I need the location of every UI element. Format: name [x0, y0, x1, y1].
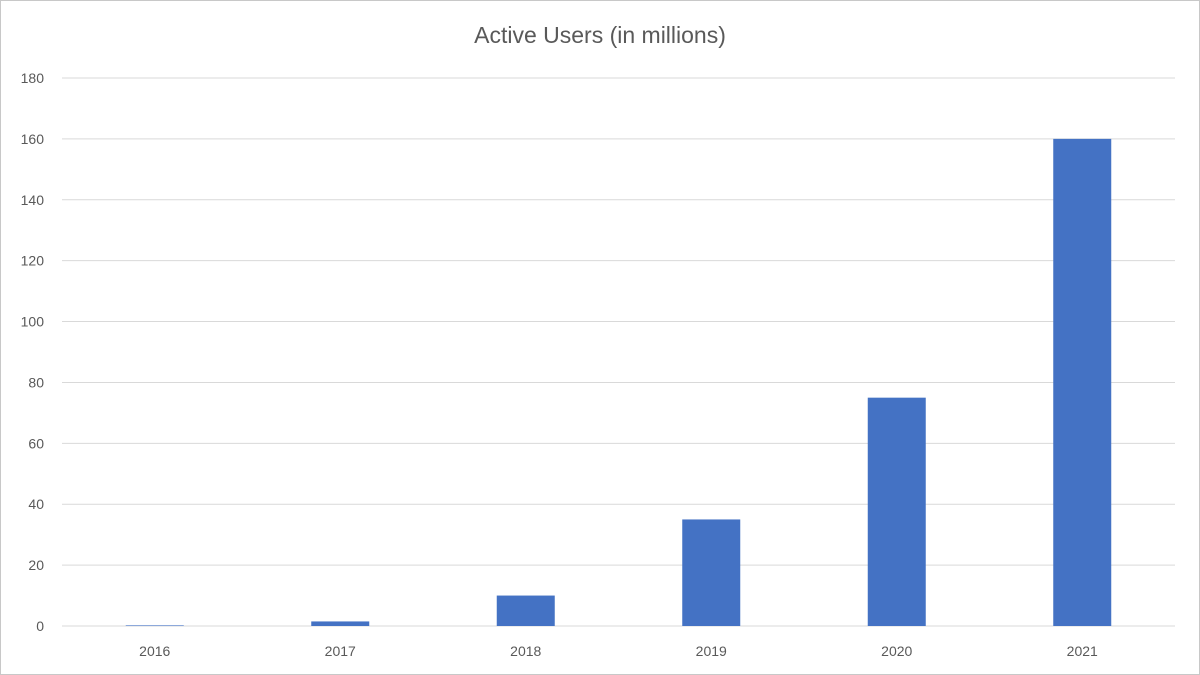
y-tick-label: 140 [21, 192, 45, 208]
y-tick-label: 160 [21, 131, 45, 147]
chart-title: Active Users (in millions) [474, 22, 726, 48]
y-tick-label: 40 [28, 496, 44, 512]
x-tick-label: 2019 [696, 643, 727, 659]
x-tick-label: 2018 [510, 643, 541, 659]
bar-2020 [867, 397, 926, 626]
bar-2017 [311, 621, 370, 626]
y-tick-label: 180 [21, 70, 45, 86]
bar-2016 [125, 625, 184, 626]
y-tick-label: 60 [28, 435, 44, 451]
bar-2018 [496, 595, 555, 626]
x-tick-label: 2017 [325, 643, 356, 659]
y-tick-label: 80 [28, 374, 44, 390]
x-tick-label: 2021 [1067, 643, 1098, 659]
bar-2019 [682, 519, 741, 626]
y-tick-label: 20 [28, 557, 44, 573]
x-tick-label: 2016 [139, 643, 170, 659]
bar-2021 [1053, 138, 1112, 626]
y-tick-label: 0 [36, 618, 44, 634]
y-tick-label: 100 [21, 314, 45, 330]
x-tick-label: 2020 [881, 643, 912, 659]
y-tick-label: 120 [21, 253, 45, 269]
